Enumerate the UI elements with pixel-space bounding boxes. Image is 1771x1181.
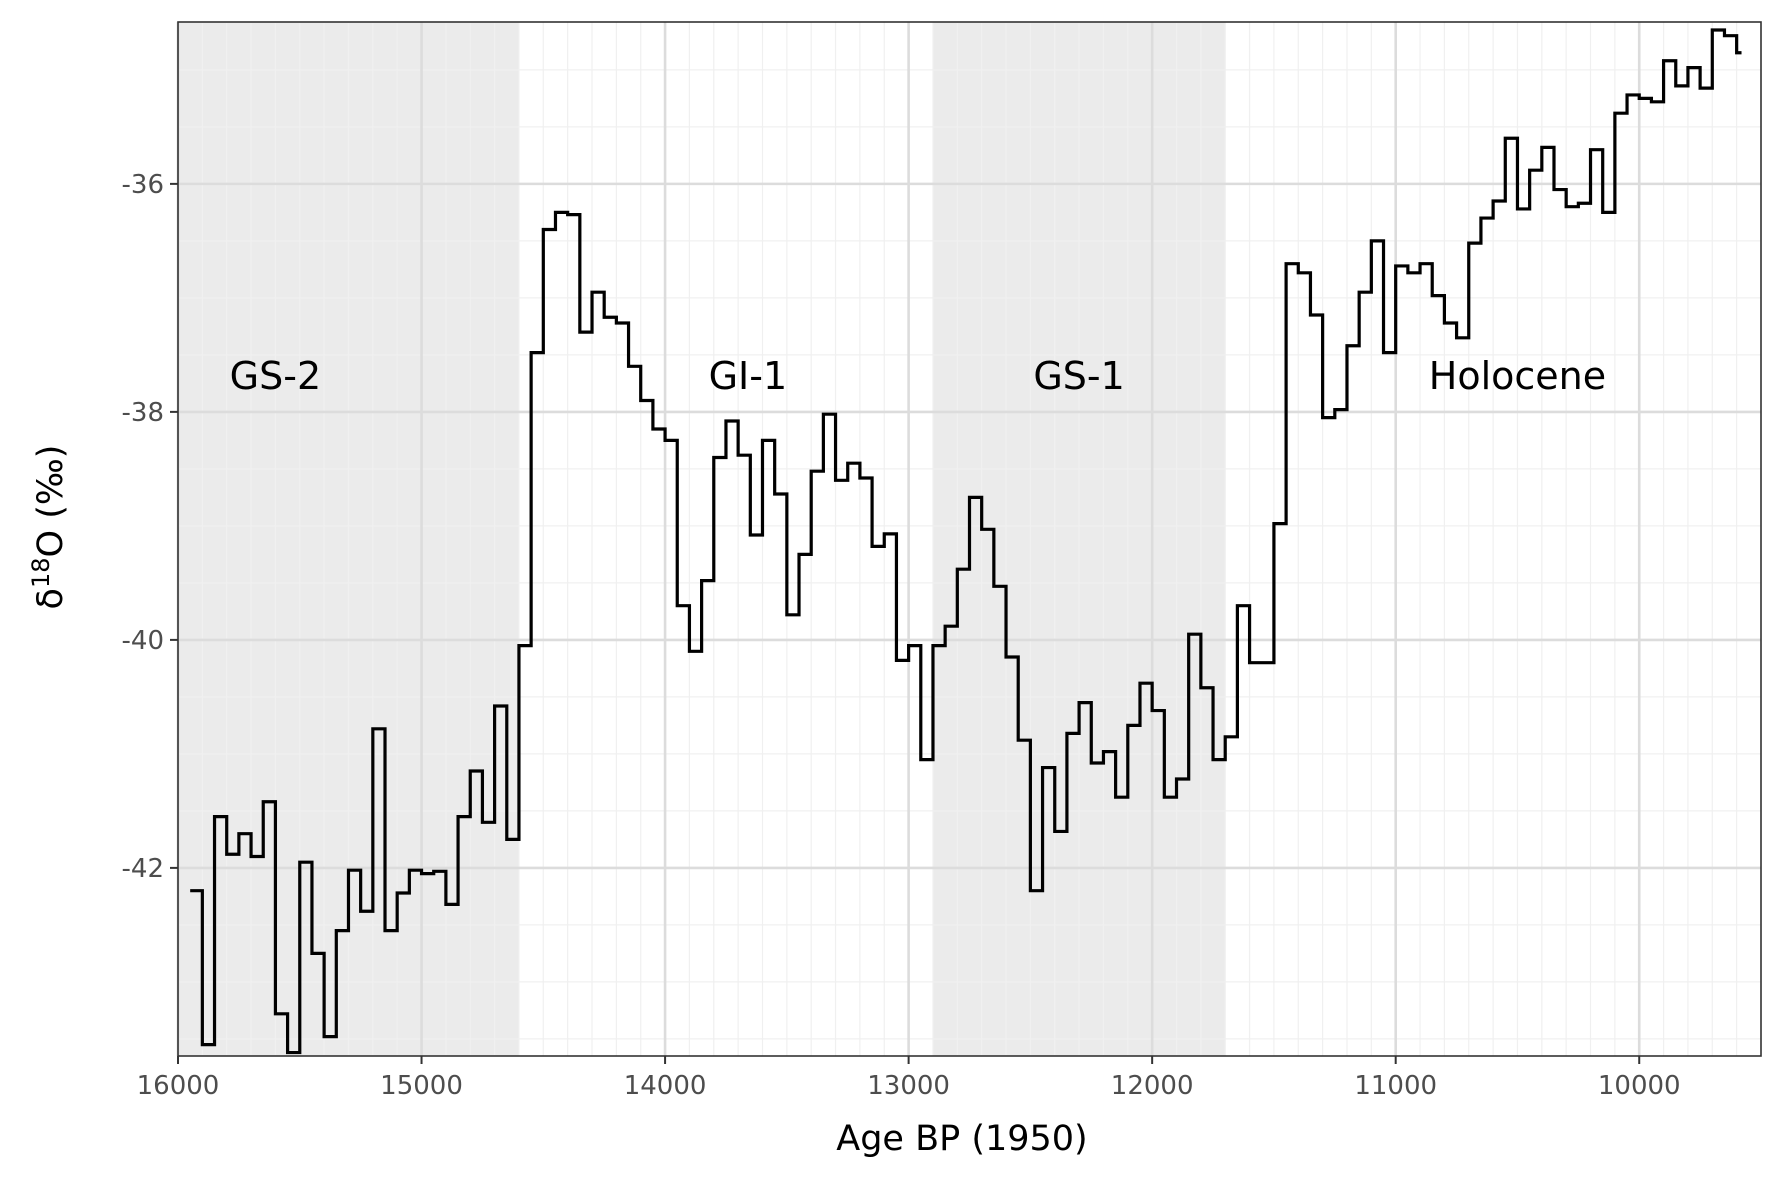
period-label-3: Holocene — [1429, 354, 1606, 398]
x-tick-label: 14000 — [624, 1071, 707, 1101]
x-axis-ticks: 16000 15000 14000 13000 12000 11000 10000 — [137, 1056, 1681, 1101]
y-axis-title-base: δ — [31, 588, 71, 609]
x-tick-label: 12000 — [1111, 1071, 1194, 1101]
y-tick-label: -40 — [122, 626, 164, 656]
series-line-0 — [190, 28, 1742, 1055]
period-label-2: GS-1 — [1033, 354, 1124, 398]
x-tick-label: 13000 — [867, 1071, 950, 1101]
period-label-0: GS-2 — [230, 354, 321, 398]
y-tick-label: -38 — [122, 398, 164, 428]
y-tick-label: -42 — [122, 854, 164, 884]
x-tick-label: 10000 — [1598, 1071, 1681, 1101]
y-axis-ticks: -36 -38 -40 -42 — [122, 170, 178, 884]
x-axis-title: Age BP (1950) — [836, 1119, 1087, 1159]
y-axis-title-superscript: 18 — [27, 557, 55, 588]
plot-panel-border — [177, 21, 1762, 1057]
y-axis-title-rest: O (‰) — [31, 445, 71, 558]
series-layer — [190, 28, 1742, 1055]
major-gridlines — [176, 22, 1761, 1056]
period-label-1: GI-1 — [709, 354, 788, 398]
period-labels: GS-2 GI-1 GS-1 Holocene — [230, 354, 1606, 398]
x-tick-label: 16000 — [137, 1071, 220, 1101]
x-tick-label: 11000 — [1354, 1071, 1437, 1101]
y-axis-title: δ18O (‰) — [27, 445, 71, 610]
x-tick-label: 15000 — [380, 1071, 463, 1101]
y-tick-label: -36 — [122, 170, 164, 200]
